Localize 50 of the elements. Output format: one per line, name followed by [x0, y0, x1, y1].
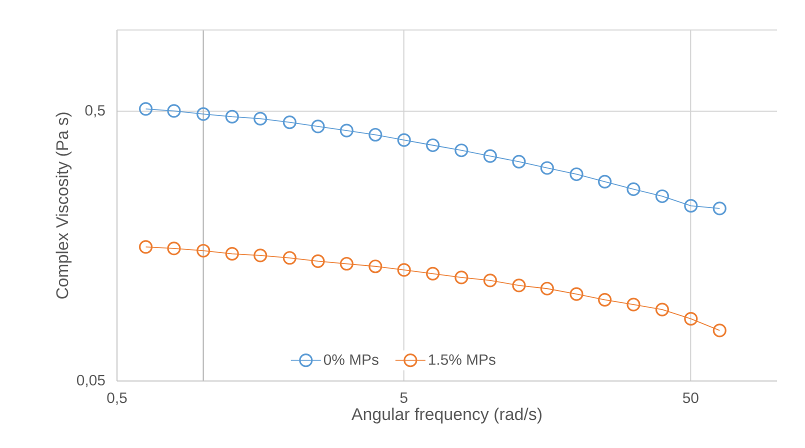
- point: [254, 112, 268, 126]
- point: [712, 324, 726, 338]
- point: [540, 161, 554, 175]
- point: [626, 298, 640, 312]
- x-tick-label: 0,5: [107, 392, 127, 405]
- point: [655, 189, 670, 204]
- point: [138, 102, 153, 116]
- x-tick-label: 5: [400, 392, 408, 403]
- legend-label: 0% MPs: [324, 354, 378, 365]
- point: [225, 110, 239, 124]
- point: [454, 270, 468, 284]
- point: [712, 202, 726, 216]
- point: [626, 182, 640, 196]
- point: [512, 278, 526, 292]
- point: [540, 282, 554, 296]
- x-tick-label: 50: [682, 392, 698, 404]
- point: [512, 154, 526, 168]
- x-axis-title: Angular frequency (rad/s): [351, 408, 542, 424]
- point: [196, 107, 210, 121]
- legend-label: 1.5% MPs: [429, 354, 496, 365]
- point: [684, 199, 698, 213]
- point: [340, 256, 354, 271]
- point: [340, 124, 354, 138]
- point: [368, 260, 382, 274]
- point: [598, 292, 612, 307]
- point: [426, 138, 440, 152]
- point: [225, 247, 239, 261]
- point: [684, 312, 698, 326]
- point: [570, 287, 584, 301]
- point: [454, 144, 468, 158]
- point: [368, 128, 382, 142]
- point: [397, 263, 411, 277]
- point: [167, 104, 181, 118]
- point: [397, 133, 411, 147]
- y-tick-label: 0,05: [76, 374, 105, 388]
- point: [655, 302, 670, 316]
- point: [311, 120, 325, 134]
- y-axis-title: Complex Viscosity (Pa s): [56, 112, 72, 299]
- point: [483, 274, 497, 288]
- point: [282, 115, 296, 130]
- point: [196, 244, 210, 258]
- point: [254, 248, 268, 262]
- point: [282, 251, 296, 265]
- point: [483, 149, 497, 163]
- point: [311, 254, 325, 268]
- point: [138, 240, 153, 254]
- point: [570, 167, 584, 182]
- point: [598, 174, 612, 188]
- point: [426, 266, 440, 280]
- point: [167, 242, 181, 256]
